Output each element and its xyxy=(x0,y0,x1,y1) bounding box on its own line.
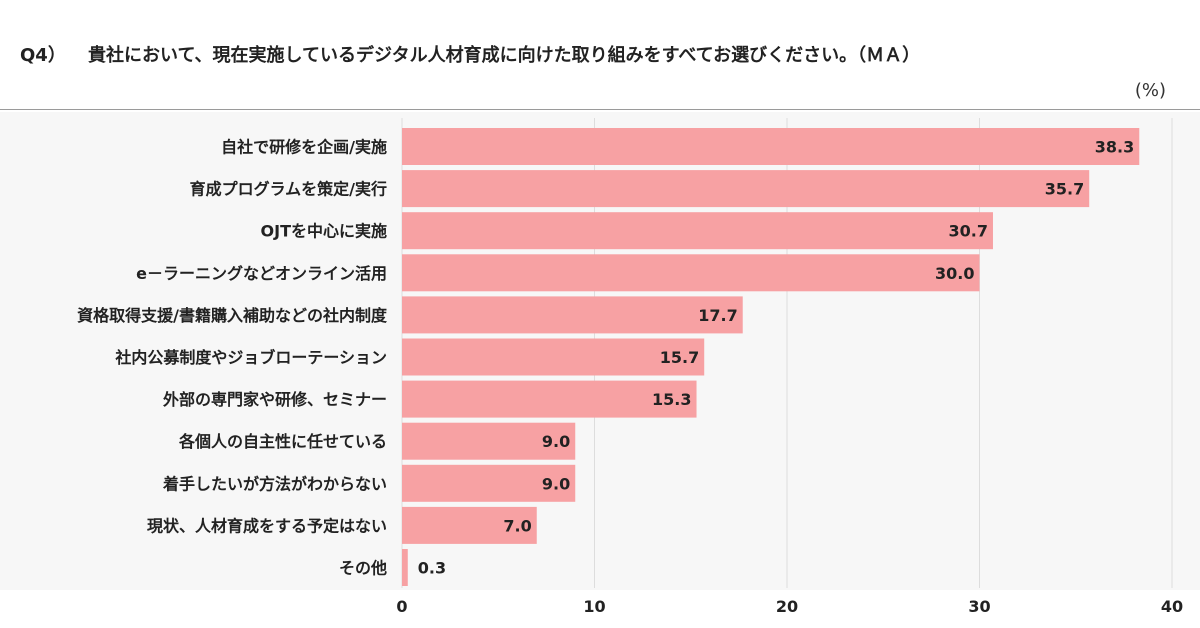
bar-value-label: 17.7 xyxy=(698,306,737,325)
bar-value-label: 9.0 xyxy=(542,432,570,451)
category-label: e－ラーニングなどオンライン活用 xyxy=(136,264,387,283)
category-label: その他 xyxy=(339,559,387,578)
bar xyxy=(402,296,743,334)
bar-value-label: 38.3 xyxy=(1095,138,1134,157)
bar-value-label: 30.0 xyxy=(935,264,974,283)
x-tick-label: 10 xyxy=(583,597,605,616)
x-tick-label: 0 xyxy=(396,597,407,616)
question-text: 貴社において、現在実施しているデジタル人材育成に向けた取り組みをすべてお選びくだ… xyxy=(88,45,921,66)
bar xyxy=(402,128,1140,165)
category-label: 現状、人材育成をする予定はない xyxy=(147,516,387,535)
bar-value-label: 35.7 xyxy=(1045,180,1084,199)
bar xyxy=(402,506,537,544)
bar xyxy=(402,422,576,460)
category-label: OJTを中心に実施 xyxy=(261,222,387,241)
category-label: 着手したいが方法がわからない xyxy=(162,474,387,493)
category-label: 資格取得支援/書籍購入補助などの社内制度 xyxy=(77,306,388,325)
category-label: 自社で研修を企画/実施 xyxy=(221,138,387,157)
category-label: 外部の専門家や研修、セミナー xyxy=(162,390,387,409)
bar xyxy=(402,549,408,586)
header-divider xyxy=(0,109,1200,110)
bar xyxy=(402,464,576,502)
bar-value-label: 7.0 xyxy=(503,516,531,535)
bar-value-label: 15.3 xyxy=(652,390,691,409)
bar-value-label: 15.7 xyxy=(660,348,699,367)
x-tick-label: 40 xyxy=(1161,597,1183,616)
question-title: Q4） 貴社において、現在実施しているデジタル人材育成に向けた取り組みをすべてお選… xyxy=(20,41,920,67)
bar xyxy=(402,212,993,250)
bar-value-label: 30.7 xyxy=(948,222,987,241)
question-number: Q4） xyxy=(20,45,66,66)
bar xyxy=(402,254,980,292)
bar-value-label: 0.3 xyxy=(418,559,446,578)
category-label: 育成プログラムを策定/実行 xyxy=(190,180,387,199)
bar-value-label: 9.0 xyxy=(542,474,570,493)
category-label: 社内公募制度やジョブローテーション xyxy=(114,348,387,367)
x-tick-label: 20 xyxy=(776,597,798,616)
bar xyxy=(402,338,705,376)
unit-label: (%) xyxy=(1134,80,1166,101)
x-tick-label: 30 xyxy=(968,597,990,616)
bar xyxy=(402,380,697,418)
category-label: 各個人の自主性に任せている xyxy=(178,432,387,451)
bar xyxy=(402,170,1090,208)
